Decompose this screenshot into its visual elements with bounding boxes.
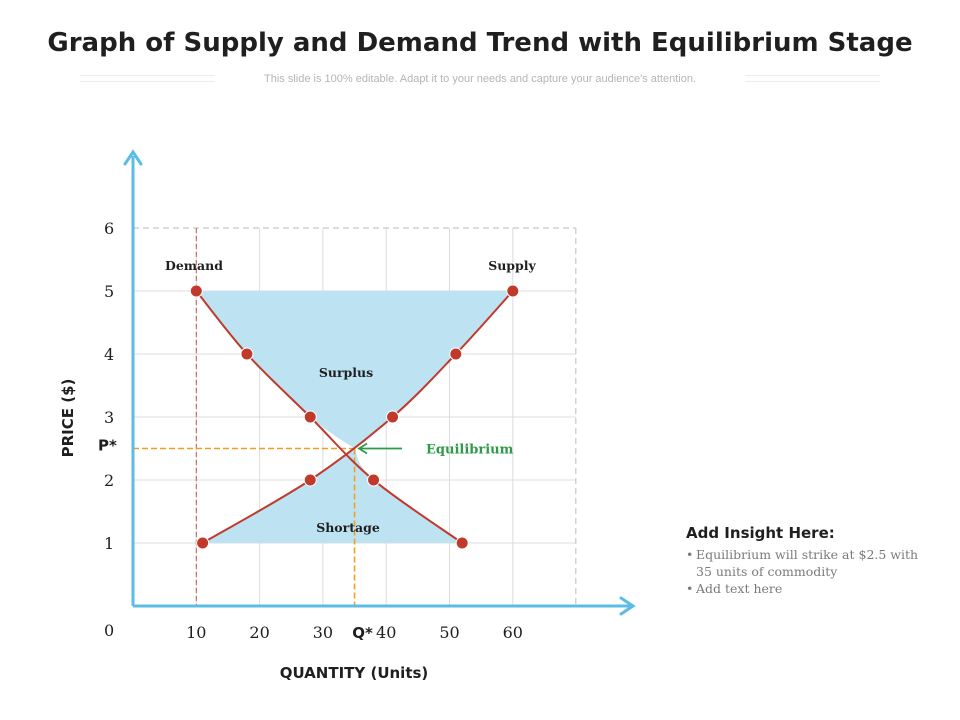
demand-point: [189, 284, 203, 298]
equilibrium-arrow-icon: [357, 442, 368, 455]
x-tick-label: 10: [186, 623, 206, 642]
supply-point: [449, 347, 463, 361]
x-axis-arrow-icon: [619, 596, 636, 616]
q-star-label: Q*: [352, 624, 373, 642]
y-axis-arrow-icon: [123, 149, 143, 166]
origin-label: 0: [104, 621, 114, 640]
demand-label: Demand: [165, 258, 223, 273]
supply-point: [196, 536, 210, 550]
supply-point: [386, 410, 400, 424]
page-title: Graph of Supply and Demand Trend with Eq…: [47, 28, 913, 58]
x-tick-label: 40: [376, 623, 396, 642]
y-axis-title: PRICE ($): [59, 379, 77, 458]
insight-box: Add Insight Here: Equilibrium will strik…: [686, 524, 926, 597]
insight-heading: Add Insight Here:: [686, 524, 835, 542]
y-tick-label: 1: [104, 534, 114, 553]
surplus-label: Surplus: [319, 365, 373, 380]
x-tick-label: 50: [439, 623, 459, 642]
y-tick-label: 6: [104, 219, 114, 238]
subtitle-divider-right: [745, 75, 880, 76]
y-tick-label: 2: [104, 471, 114, 490]
x-axis-title: QUANTITY (Units): [280, 664, 429, 682]
x-tick-label: 30: [313, 623, 333, 642]
x-tick-label: 20: [249, 623, 269, 642]
subtitle-divider-left-2: [80, 81, 215, 82]
x-tick-label: 60: [503, 623, 523, 642]
insight-bullet: Equilibrium will strike at $2.5 with 35 …: [686, 546, 926, 580]
y-tick-label: 5: [104, 282, 114, 301]
insight-bullet: Add text here: [686, 580, 926, 597]
y-tick-label: 4: [104, 345, 114, 364]
insight-list: Equilibrium will strike at $2.5 with 35 …: [686, 546, 926, 597]
surplus-region: [196, 291, 513, 449]
demand-point: [367, 473, 381, 487]
demand-point: [240, 347, 254, 361]
subtitle-divider-right-2: [745, 81, 880, 82]
subtitle-divider-left: [80, 75, 215, 76]
equilibrium-label: Equilibrium: [426, 443, 514, 458]
supply-label: Supply: [488, 258, 536, 273]
y-tick-label: 3: [104, 408, 114, 427]
supply-point: [506, 284, 520, 298]
shortage-region: [202, 448, 463, 543]
shortage-label: Shortage: [316, 520, 380, 535]
demand-point: [455, 536, 469, 550]
demand-point: [303, 410, 317, 424]
page-subtitle: This slide is 100% editable. Adapt it to…: [264, 73, 696, 85]
supply-point: [303, 473, 317, 487]
p-star-label: P*: [98, 437, 117, 455]
